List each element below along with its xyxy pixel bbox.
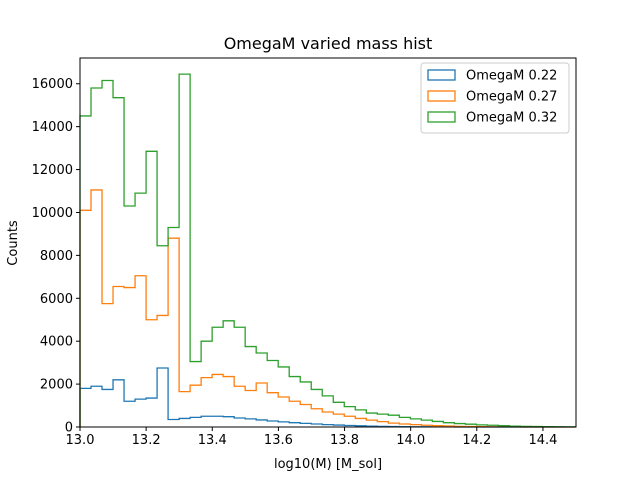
legend-label: OmegaM 0.22: [466, 69, 557, 84]
y-tick-label: 16000: [32, 77, 73, 92]
chart-title: OmegaM varied mass hist: [224, 34, 433, 53]
y-tick-label: 10000: [32, 206, 73, 221]
x-tick-label: 14.0: [396, 433, 425, 448]
legend: OmegaM 0.22 OmegaM 0.27 OmegaM 0.32: [420, 62, 570, 134]
x-tick-label: 13.2: [132, 433, 161, 448]
y-tick-label: 4000: [40, 335, 73, 350]
legend-swatch: [427, 69, 456, 81]
legend-label: OmegaM 0.32: [466, 111, 557, 126]
legend-swatch: [427, 111, 456, 123]
plot-frame: [79, 57, 577, 428]
x-tick-label: 13.6: [264, 433, 293, 448]
x-tick-label: 14.4: [528, 433, 557, 448]
y-tick-label: 8000: [40, 249, 73, 264]
y-tick-label: 12000: [32, 163, 73, 178]
x-tick-label: 13.0: [66, 433, 95, 448]
x-axis: 13.0 13.2 13.4 13.6 13.8 14.0 14.2 14.4: [66, 427, 557, 448]
x-tick-label: 13.8: [330, 433, 359, 448]
y-tick-label: 2000: [40, 378, 73, 393]
y-axis-label: Counts: [6, 220, 21, 266]
legend-label: OmegaM 0.27: [466, 90, 557, 105]
x-axis-label: log10(M) [M_sol]: [274, 457, 382, 472]
y-axis: 0 2000 4000 6000 8000 10000 12000 14000 16000: [32, 77, 80, 436]
y-tick-label: 14000: [32, 120, 73, 135]
y-tick-label: 6000: [40, 292, 73, 307]
x-tick-label: 14.2: [462, 433, 491, 448]
series-3-histogram: [79, 73, 577, 428]
y-tick-label: 0: [65, 421, 73, 436]
legend-box: [420, 62, 570, 134]
x-tick-label: 13.4: [198, 433, 227, 448]
legend-swatch: [427, 90, 456, 102]
